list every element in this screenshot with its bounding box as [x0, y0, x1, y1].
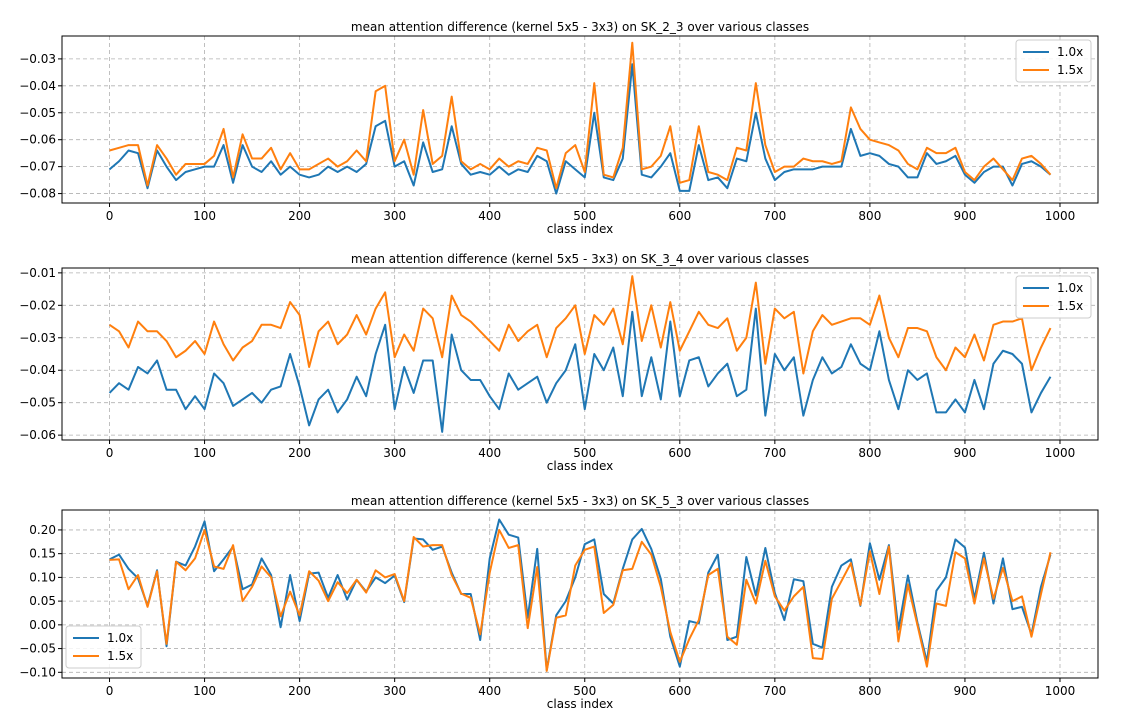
legend: 1.0x 1.5x: [1015, 39, 1092, 83]
x-tick-label: 0: [106, 446, 114, 460]
x-tick-label: 400: [478, 209, 501, 223]
chart-title: mean attention difference (kernel 5x5 - …: [351, 494, 809, 508]
y-tick-label: −0.01: [19, 266, 56, 280]
x-tick-label: 800: [858, 446, 881, 460]
y-tick-label: −0.02: [19, 298, 56, 312]
x-axis-label: class index: [547, 222, 613, 236]
series-line-1.5x: [108, 275, 1052, 375]
y-tick-label: −0.06: [19, 428, 56, 442]
y-tick-label: −0.05: [19, 396, 56, 410]
x-tick-label: 400: [478, 684, 501, 698]
x-tick-label: 0: [106, 684, 114, 698]
x-tick-label: 700: [763, 446, 786, 460]
y-tick-label: 0.20: [29, 523, 56, 537]
x-tick-label: 600: [668, 446, 691, 460]
x-axis-label: class index: [547, 697, 613, 711]
x-tick-label: 200: [288, 684, 311, 698]
gridlines: [62, 510, 1098, 678]
x-tick-label: 300: [383, 209, 406, 223]
legend-label-1.0x: 1.0x: [1057, 281, 1083, 295]
x-tick-label: 600: [668, 684, 691, 698]
x-tick-label: 700: [763, 209, 786, 223]
chart-panel-sk-2-3: 0 100 200 300 400 500 600 700 800 900 1000 −0.08 −0.…: [19, 20, 1099, 236]
x-tick-label: 1000: [1045, 209, 1076, 223]
legend-label-1.0x: 1.0x: [1057, 45, 1083, 59]
x-tick-label: 800: [858, 209, 881, 223]
x-tick-label: 300: [383, 684, 406, 698]
x-tick-label: 0: [106, 209, 114, 223]
x-tick-label: 1000: [1045, 446, 1076, 460]
x-tick-label: 100: [193, 684, 216, 698]
x-tick-label: 500: [573, 684, 596, 698]
y-tick-label: 0.05: [29, 594, 56, 608]
legend: 1.0x 1.5x: [65, 625, 142, 669]
y-tick-label: 0.00: [29, 618, 56, 632]
y-tick-label: −0.04: [19, 79, 56, 93]
series-line-1.0x: [108, 307, 1052, 433]
legend-box: [1015, 39, 1092, 83]
legend-label-1.5x: 1.5x: [107, 649, 133, 663]
y-tick-label: −0.05: [19, 642, 56, 656]
x-axis-label: class index: [547, 459, 613, 473]
plot-frame: [61, 267, 1099, 441]
x-tick-label: 800: [858, 684, 881, 698]
x-tick-label: 200: [288, 209, 311, 223]
y-tick-label: −0.10: [19, 665, 56, 679]
x-tick-label: 600: [668, 209, 691, 223]
chart-title: mean attention difference (kernel 5x5 - …: [351, 20, 809, 34]
gridlines: [62, 268, 1098, 440]
x-tick-label: 100: [193, 209, 216, 223]
y-tick-label: −0.06: [19, 133, 56, 147]
plot-frame: [61, 35, 1099, 204]
series-line-1.5x: [109, 528, 1052, 672]
x-tick-label: 100: [193, 446, 216, 460]
chart-panel-sk-3-4: 0 100 200 300 400 500 600 700 800 900 1000 −0.06 −0.…: [19, 252, 1099, 473]
legend-label-1.0x: 1.0x: [107, 631, 133, 645]
chart-panel-sk-5-3: 0 100 200 300 400 500 600 700 800 900 1000 −0.10 −0.…: [19, 494, 1099, 711]
y-tick-label: −0.08: [19, 187, 56, 201]
y-tick-label: −0.07: [19, 160, 56, 174]
y-tick-label: −0.05: [19, 106, 56, 120]
x-tick-label: 900: [953, 684, 976, 698]
y-tick-label: 0.10: [29, 570, 56, 584]
y-tick-label: −0.03: [19, 52, 56, 66]
gridlines: [62, 36, 1098, 203]
legend: 1.0x 1.5x: [1015, 275, 1092, 319]
x-tick-label: 400: [478, 446, 501, 460]
legend-label-1.5x: 1.5x: [1057, 63, 1083, 77]
y-tick-label: 0.15: [29, 547, 56, 561]
x-tick-label: 900: [953, 446, 976, 460]
chart-title: mean attention difference (kernel 5x5 - …: [351, 252, 809, 266]
x-tick-label: 300: [383, 446, 406, 460]
series-line-1.0x: [108, 63, 1052, 195]
legend-box: [65, 625, 142, 669]
plot-frame: [61, 509, 1099, 679]
x-tick-label: 500: [573, 209, 596, 223]
x-tick-label: 500: [573, 446, 596, 460]
x-tick-label: 1000: [1045, 684, 1076, 698]
legend-label-1.5x: 1.5x: [1057, 299, 1083, 313]
x-tick-label: 700: [763, 684, 786, 698]
x-tick-label: 200: [288, 446, 311, 460]
series-line-1.5x: [109, 41, 1052, 190]
legend-box: [1015, 275, 1092, 319]
x-tick-label: 900: [953, 209, 976, 223]
y-tick-label: −0.04: [19, 363, 56, 377]
y-tick-label: −0.03: [19, 331, 56, 345]
